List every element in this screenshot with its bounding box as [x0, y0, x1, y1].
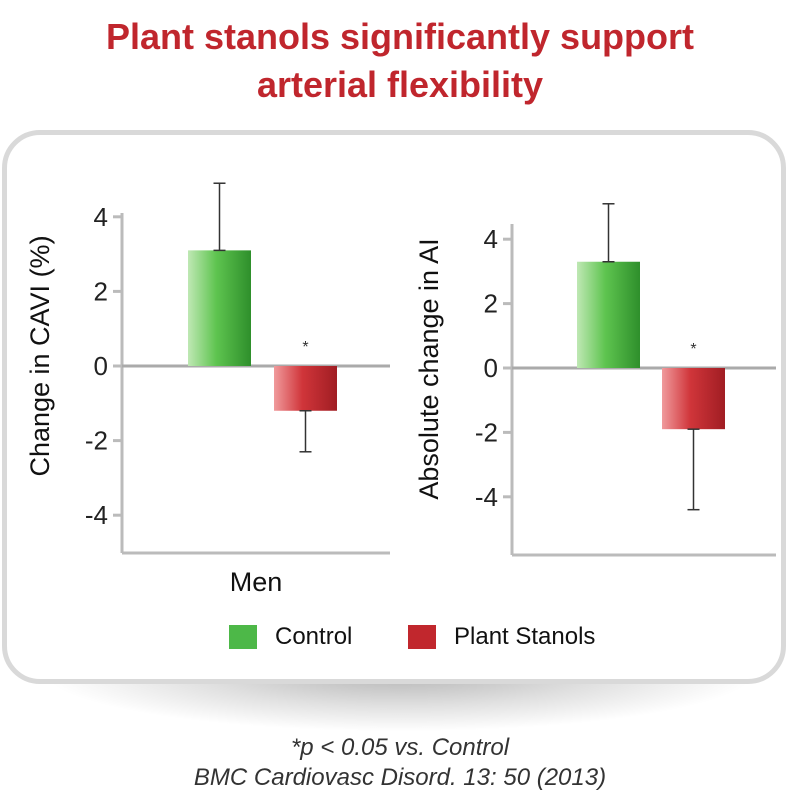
panel1-y-tick-label: -4 [85, 500, 108, 530]
panel1-y-tick-label: 0 [94, 351, 108, 381]
legend-item-control: Control [229, 620, 352, 654]
legend-item-plant-stanols: Plant Stanols [408, 620, 595, 654]
panel1-bar-plant-stanols [274, 366, 337, 411]
panel2-y-tick-label: 2 [484, 289, 498, 319]
significance-footnote: *p < 0.05 vs. Control [290, 734, 510, 761]
panel2-y-tick-label: 0 [484, 353, 498, 383]
citation-footnote: BMC Cardiovasc Disord. 13: 50 (2013) [193, 764, 607, 791]
panel1-y-axis-label: Change in CAVI (%) [25, 235, 55, 476]
panel2-y-tick-label: 4 [484, 224, 498, 254]
legend-label-plant-stanols: Plant Stanols [454, 623, 596, 650]
panel1-significance-asterisk: * [302, 339, 308, 356]
panel1-y-tick-label: 2 [94, 276, 108, 306]
legend-swatch-plant-stanols [408, 625, 436, 649]
panel1-x-axis-label: Men [230, 567, 283, 597]
panel1-y-tick-label: 4 [94, 202, 108, 232]
panel2-y-axis-label: Absolute change in AI [414, 238, 444, 499]
panel2-y-tick-label: -4 [475, 482, 498, 512]
legend-swatch-control [229, 625, 257, 649]
legend-label-control: Control [275, 623, 353, 650]
panel2-y-tick-label: -2 [475, 417, 498, 447]
panel1-y-tick-label: -2 [85, 426, 108, 456]
chart-panel [2, 130, 786, 684]
panel2-significance-asterisk: * [690, 341, 696, 358]
chart-title-line1: Plant stanols significantly support [105, 16, 695, 57]
chart-title-line2: arterial flexibility [256, 64, 544, 105]
panel2-bar-plant-stanols [662, 368, 725, 430]
panel1-bar-control [188, 250, 251, 366]
panel2-bar-control [577, 261, 640, 368]
